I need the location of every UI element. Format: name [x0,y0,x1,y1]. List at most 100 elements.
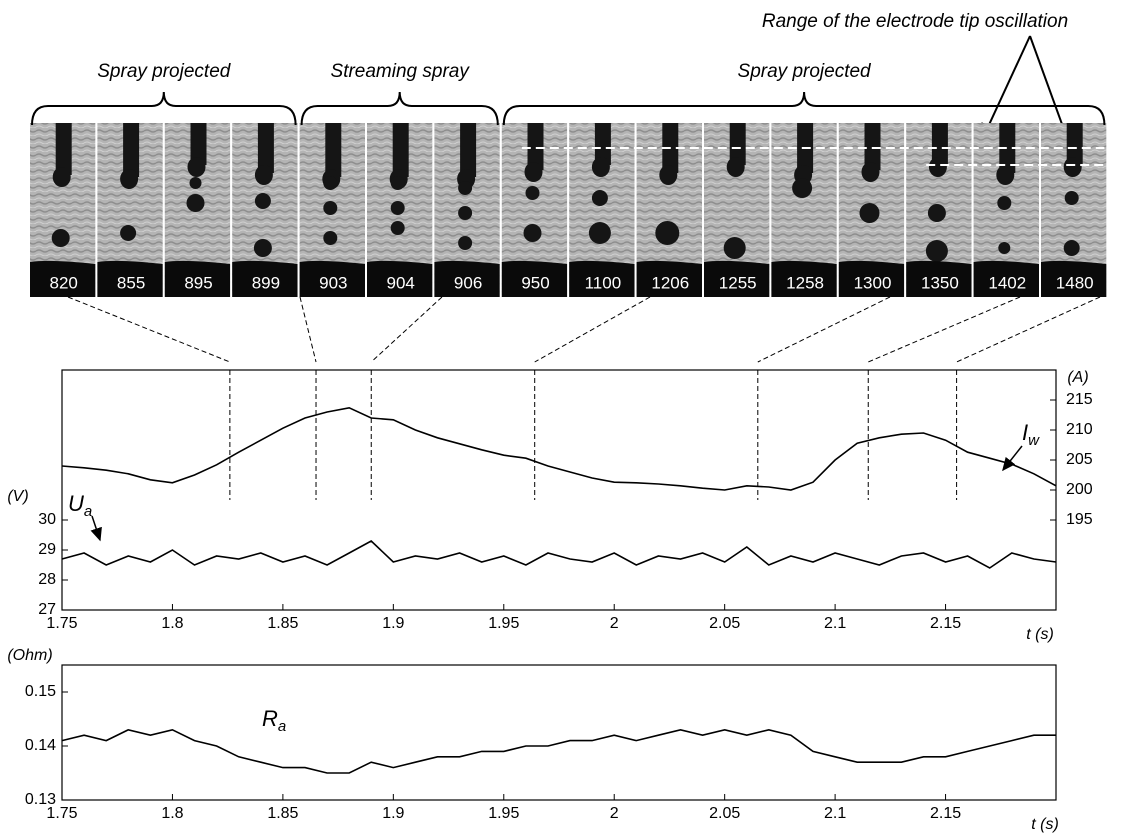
x-tick-label: 2.15 [930,615,961,632]
electrode-tip [861,162,880,182]
droplet [525,186,540,200]
electrode [527,123,544,170]
droplet [655,221,680,245]
brace [31,91,297,126]
frame-base [97,260,163,297]
frame-number: 899 [252,273,280,292]
electrode-tip [928,157,947,177]
series-label: Ra [262,706,286,735]
x-tick-label: 1.95 [488,615,519,632]
electrode-tip [1063,157,1082,177]
frame-base [973,260,1039,297]
electrode [392,123,409,177]
label-arrow [90,515,102,542]
droplet [997,196,1012,210]
electrode [1066,123,1083,165]
frame-number: 1402 [988,273,1026,292]
electrode [594,123,611,165]
x-axis-label: t (s) [1026,626,1054,643]
frame-base [232,260,298,297]
series-subscript: a [84,503,92,520]
droplet [1063,240,1080,256]
x-tick-label: 2 [610,615,619,632]
droplet [723,237,746,259]
frame-number: 855 [117,273,145,292]
electrode [460,123,477,177]
x-tick-label: 1.75 [46,615,77,632]
droplet [859,203,880,223]
droplet [1064,191,1079,205]
frame-base [434,260,500,297]
droplet [591,190,608,206]
electrode [55,123,72,175]
series-label: Iw [1022,420,1040,449]
x-tick-label: 2.05 [709,805,740,822]
y2-tick-label: 215 [1066,391,1093,408]
droplet [323,176,338,190]
x-tick-label: 1.95 [488,805,519,822]
y-axis-label: (V) [7,488,28,505]
frame-base [771,260,837,297]
plot-frame [61,369,1057,611]
y2-axis-label: (A) [1067,369,1088,386]
brace [300,91,499,126]
electrode-tip [524,162,543,182]
electrode [123,123,140,177]
frame-number: 820 [50,273,78,292]
droplet [323,231,338,245]
frame-connector [757,296,891,363]
frame-number: 906 [454,273,482,292]
frame-connector [299,296,317,363]
frame-number: 1258 [786,273,824,292]
x-tick-label: 1.85 [267,805,298,822]
label-arrow [1002,445,1023,472]
y2-tick-label: 205 [1066,451,1093,468]
electrode-tip [659,165,678,185]
annotation-arrow [981,35,1031,142]
y-axis-label: (Ohm) [7,647,52,664]
frame-base [299,260,365,297]
droplet [253,239,272,257]
electrode-tip [52,167,71,187]
droplet [390,221,405,235]
y-tick-label: 0.13 [25,791,56,808]
droplet [323,201,338,215]
frame-connector [67,296,231,363]
frame-base [367,260,433,297]
group-label: Streaming spray [331,61,471,82]
droplet [792,178,813,198]
frame-base [569,260,635,297]
droplet [390,176,405,190]
droplet [458,206,473,220]
droplet [523,224,542,242]
droplet [186,194,205,212]
x-tick-label: 1.85 [267,615,298,632]
frame-number: 1206 [651,273,689,292]
y2-tick-label: 210 [1066,421,1093,438]
x-tick-label: 1.8 [161,615,183,632]
electrode-tip [726,157,745,177]
series-line [61,540,1057,569]
frame-number: 950 [521,273,549,292]
frame-connector [534,296,651,363]
series-label: Ua [68,491,92,520]
plot-frame [61,664,1057,801]
x-tick-label: 1.9 [382,805,404,822]
electrode [257,123,274,173]
y-tick-label: 28 [38,571,56,588]
x-tick-label: 2 [610,805,619,822]
group-label: Spray projected [738,61,873,82]
frame-connector [956,296,1101,363]
brace [502,91,1106,126]
x-tick-label: 1.8 [161,805,183,822]
electrode [325,123,342,177]
annotation: Range of the electrode tip oscillation [762,11,1068,32]
frame-base [30,260,96,297]
x-tick-label: 1.75 [46,805,77,822]
electrode [931,123,948,165]
x-tick-label: 1.9 [382,615,404,632]
electrode-tip [120,169,139,189]
droplet [458,236,473,250]
series-subscript: a [278,718,286,735]
